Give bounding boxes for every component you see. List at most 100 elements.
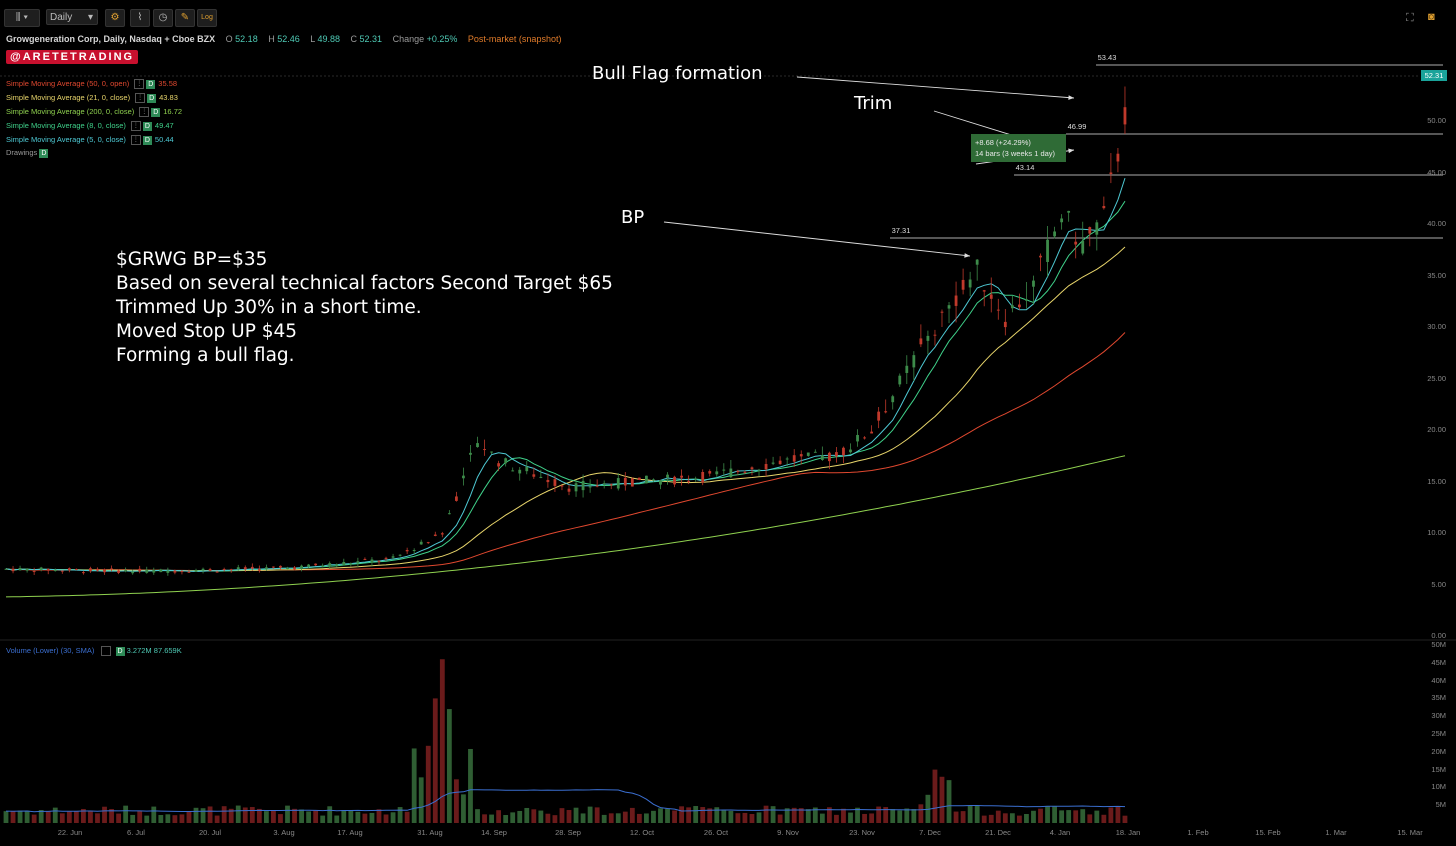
volume-bar (278, 814, 283, 823)
price-tick: 10.00 (1427, 528, 1446, 538)
candle-body (1074, 241, 1078, 245)
candle-body (877, 411, 881, 421)
volume-bar (109, 809, 114, 823)
volume-bar (432, 698, 438, 823)
volume-bar (383, 814, 389, 823)
symbol-title: Growgeneration Corp, Daily, Nasdaq + Cbo… (6, 34, 216, 44)
candle-body (187, 571, 191, 573)
candle-body (595, 485, 599, 487)
volume-bar (819, 813, 825, 823)
candle-body (637, 477, 641, 480)
volume-bar (221, 806, 227, 823)
settings-icon[interactable]: ⋮ (134, 79, 145, 90)
drawing-icon[interactable]: ✎ (175, 9, 195, 27)
volume-bar (137, 810, 143, 823)
volume-bar (81, 808, 86, 823)
settings-icon[interactable]: ⋮ (139, 107, 150, 118)
volume-bar (31, 814, 37, 823)
drawings-row[interactable]: Drawings D (6, 148, 49, 158)
volume-bar (686, 807, 692, 823)
volume-bar (798, 808, 804, 823)
indicator-icon[interactable]: ⌇ (130, 9, 150, 27)
volume-tick: 35M (1431, 693, 1446, 703)
price-tick: 20.00 (1427, 425, 1446, 435)
candle-body (229, 569, 233, 571)
volume-bar (876, 806, 882, 823)
timeframe-select[interactable]: Daily ▾ (46, 9, 98, 25)
bull-flag-arrow-head (1068, 95, 1074, 100)
d-badge: D (115, 646, 125, 656)
candle-body (602, 483, 606, 485)
candle-body (46, 568, 50, 571)
log-scale-icon[interactable]: Log (197, 9, 217, 27)
price-tick: 5.00 (1431, 579, 1446, 589)
candle-body (440, 533, 444, 535)
volume-bar (841, 808, 846, 823)
date-tick: 15. Mar (1397, 828, 1423, 837)
settings-icon[interactable] (101, 646, 112, 657)
volume-bar (200, 808, 206, 823)
volume-bar (728, 810, 734, 823)
candle-body (1025, 299, 1028, 301)
gear-icon[interactable]: ⚙ (105, 9, 125, 27)
volume-bar (622, 811, 628, 823)
indicator-row[interactable]: Simple Moving Average (50, 0, open) ⋮ D 35.… (6, 78, 178, 90)
volume-bar (812, 807, 818, 823)
candle-body (926, 335, 930, 341)
volume-bar (1059, 810, 1065, 823)
volume-bar (735, 813, 741, 823)
volume-bar (355, 811, 361, 823)
fullscreen-icon[interactable]: ⛶ (1406, 12, 1414, 24)
volume-bar (1087, 814, 1093, 823)
volume-legend[interactable]: Volume (Lower) (30, SMA) D 3.272M 87.659… (6, 646, 182, 657)
price-tick: 0.00 (1431, 631, 1446, 640)
volume-bar (770, 806, 776, 823)
change-value: +0.25% (426, 34, 458, 44)
candle-body (694, 478, 698, 480)
volume-bar (848, 812, 853, 823)
settings-icon[interactable]: ⋮ (135, 93, 146, 104)
candle-body (771, 462, 775, 464)
volume-bar (1009, 813, 1015, 823)
settings-icon[interactable]: ⋮ (130, 121, 141, 132)
camera-icon[interactable]: ◙ (1428, 11, 1435, 23)
trim-annotation: Trim (854, 93, 893, 114)
candle-body (884, 411, 888, 413)
volume-bar (186, 811, 192, 823)
volume-bar (777, 814, 783, 823)
volume-bar (1115, 806, 1121, 823)
volume-bar (995, 810, 1001, 823)
volume-bar (418, 777, 424, 823)
indicator-row[interactable]: Simple Moving Average (21, 0, close) ⋮ D 43… (6, 92, 178, 104)
candle-body (60, 570, 64, 572)
low-value: 49.88 (317, 34, 340, 44)
candle-body (1116, 153, 1120, 162)
indicator-row[interactable]: Simple Moving Average (200, 0, close) ⋮ D 1… (6, 106, 182, 118)
candle-body (483, 449, 486, 451)
volume-bar (102, 806, 107, 823)
chart-type-button[interactable]: ⫼ ▾ (4, 9, 40, 27)
note-line: Based on several technical factors Secon… (116, 273, 613, 294)
candle-body (391, 556, 395, 558)
candle-body (525, 466, 529, 472)
candle-body (370, 559, 374, 563)
peak-label: 53.43 (1097, 53, 1117, 62)
candle-body (553, 479, 557, 486)
candle-body (363, 558, 367, 560)
volume-bar (665, 808, 670, 823)
indicator-value: 35.58 (158, 79, 178, 88)
candle-body (328, 563, 332, 567)
volume-bar (869, 813, 875, 823)
volume-bar (559, 808, 565, 823)
clock-icon[interactable]: ◷ (153, 9, 173, 27)
volume-bar (707, 808, 713, 823)
indicator-row[interactable]: Simple Moving Average (5, 0, close) ⋮ D 50.… (6, 134, 174, 146)
d-badge: D (39, 148, 49, 158)
candle-body (11, 569, 15, 572)
candle-body (377, 560, 381, 562)
candle-body (201, 568, 205, 571)
candle-body (827, 452, 831, 462)
settings-icon[interactable]: ⋮ (130, 135, 141, 146)
indicator-row[interactable]: Simple Moving Average (8, 0, close) ⋮ D 49.… (6, 120, 174, 132)
